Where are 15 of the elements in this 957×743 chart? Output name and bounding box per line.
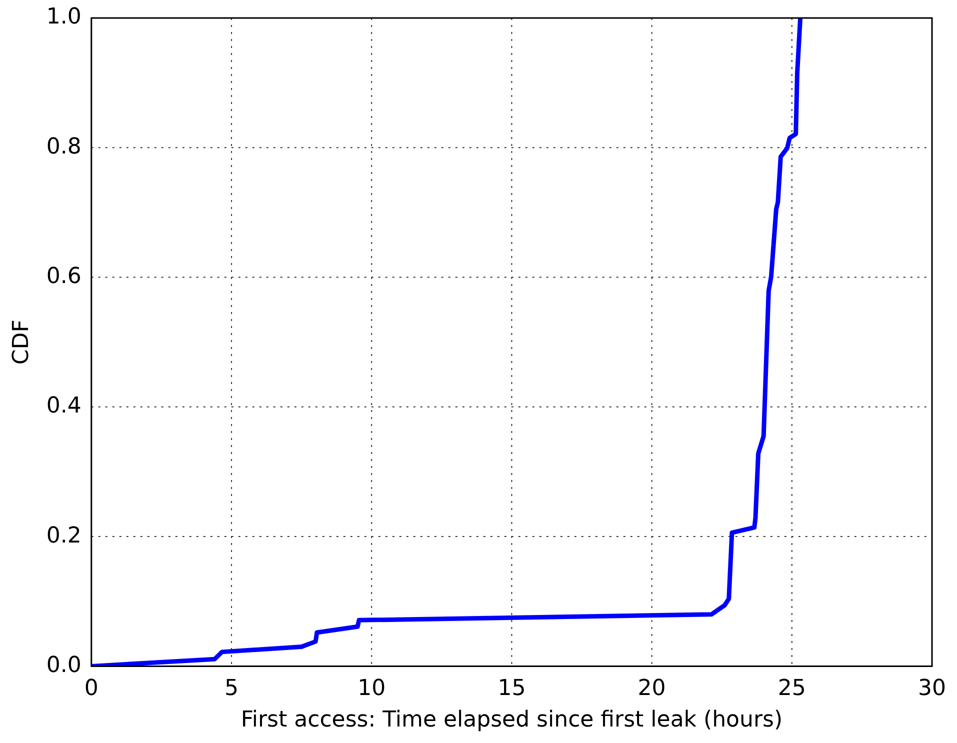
x-tick-label: 15: [498, 676, 526, 702]
x-axis-title: First access: Time elapsed since first leak (hours): [240, 708, 783, 733]
y-tick-label: 0.0: [46, 652, 82, 678]
x-tick-label: 25: [778, 676, 806, 702]
x-tick-label: 20: [638, 676, 666, 702]
x-tick-label: 5: [224, 676, 238, 702]
x-tick-label: 30: [918, 676, 946, 702]
x-tick-label: 0: [84, 676, 98, 702]
y-axis-title: CDF: [8, 320, 34, 365]
y-tick-label: 0.2: [46, 523, 82, 548]
y-tick-label: 0.4: [46, 394, 82, 419]
y-tick-label: 0.8: [46, 134, 82, 160]
x-tick-label: 10: [358, 676, 386, 702]
y-tick-label: 1.0: [46, 4, 82, 30]
y-tick-label: 0.6: [46, 264, 82, 289]
